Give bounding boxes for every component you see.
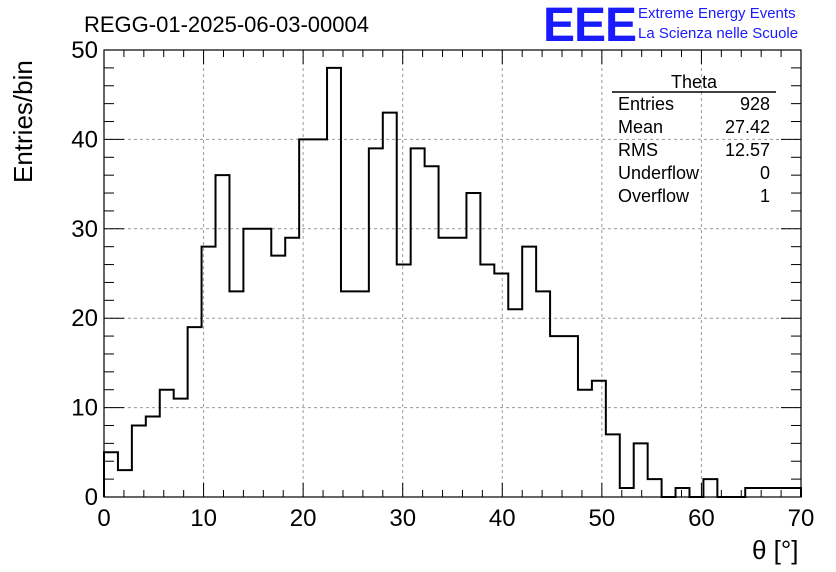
histogram-bar [648, 479, 662, 497]
histogram-bar [174, 399, 188, 497]
histogram-bar [745, 488, 759, 497]
histogram-bar [160, 390, 174, 497]
x-tick-label: 30 [389, 505, 416, 532]
stats-value: 27.42 [725, 117, 770, 137]
x-tick-label: 20 [290, 505, 317, 532]
y-tick-label: 30 [71, 216, 98, 243]
histogram-bar [425, 166, 439, 497]
histogram-bar [536, 291, 550, 497]
ticks [103, 49, 802, 498]
y-tick-label: 50 [71, 37, 98, 64]
histogram-bar [271, 256, 285, 497]
histogram-bar [522, 247, 536, 497]
histogram-bar [146, 417, 160, 497]
histogram-bar [132, 425, 146, 497]
histogram-bar [285, 238, 299, 497]
histogram-bar [703, 479, 717, 497]
histogram-bar [634, 443, 648, 497]
histogram-bar [243, 229, 257, 497]
histogram-bar [466, 193, 480, 497]
histogram-bar [773, 488, 787, 497]
histogram-bar [480, 265, 494, 497]
stats-label: Overflow [618, 186, 690, 206]
x-tick-label: 70 [788, 505, 815, 532]
stats-label: RMS [618, 140, 658, 160]
histogram-bar [411, 148, 425, 497]
bars [104, 68, 801, 497]
stats-label: Entries [618, 94, 674, 114]
eee-logo: EEE [543, 0, 637, 52]
x-tick-label: 60 [688, 505, 715, 532]
run-title: REGG-01-2025-06-03-00004 [84, 12, 369, 37]
histogram-bar [787, 488, 801, 497]
histogram-bar [606, 434, 620, 497]
histogram-bar [118, 470, 132, 497]
stats-value: 928 [740, 94, 770, 114]
histogram-bar [564, 336, 578, 497]
histogram-bar [508, 309, 522, 497]
histogram-bar [578, 390, 592, 497]
histogram-bar [592, 381, 606, 497]
stats-label: Mean [618, 117, 663, 137]
histogram-bar [439, 238, 453, 497]
eee-logo-line2: La Scienza nelle Scuole [638, 25, 799, 42]
histogram-bar [355, 291, 369, 497]
stats-value: 12.57 [725, 140, 770, 160]
y-tick-label: 20 [71, 305, 98, 332]
plot-frame [103, 49, 802, 498]
histogram-bar [341, 291, 355, 497]
histogram-bar [299, 139, 313, 497]
y-tick-label: 40 [71, 126, 98, 153]
histogram-bar [188, 327, 202, 497]
histogram-bar [550, 336, 564, 497]
histogram-line [103, 66, 802, 498]
eee-logo-line1: Extreme Energy Events [638, 5, 796, 22]
x-axis-label: θ [°] [752, 535, 799, 565]
histogram-bar [369, 148, 383, 497]
histogram-bar [327, 68, 341, 497]
histogram-bar [229, 291, 243, 497]
histogram-bar [383, 113, 397, 497]
grid [104, 50, 801, 497]
y-tick-label: 10 [71, 395, 98, 422]
stats-title: Theta [671, 72, 718, 92]
x-tick-label: 0 [97, 505, 110, 532]
histogram-bar [453, 238, 467, 497]
stats-value: 0 [760, 163, 770, 183]
x-tick-label: 40 [489, 505, 516, 532]
histogram-bar [216, 175, 230, 497]
x-tick-label: 50 [589, 505, 616, 532]
histogram-bar [494, 274, 508, 498]
histogram-bar [397, 265, 411, 497]
stats-label: Underflow [618, 163, 700, 183]
stats-value: 1 [760, 186, 770, 206]
histogram-bar [676, 488, 690, 497]
histogram-bar [104, 452, 118, 497]
y-tick-label: 0 [85, 484, 98, 511]
x-tick-label: 10 [190, 505, 217, 532]
histogram-bar [257, 229, 271, 497]
